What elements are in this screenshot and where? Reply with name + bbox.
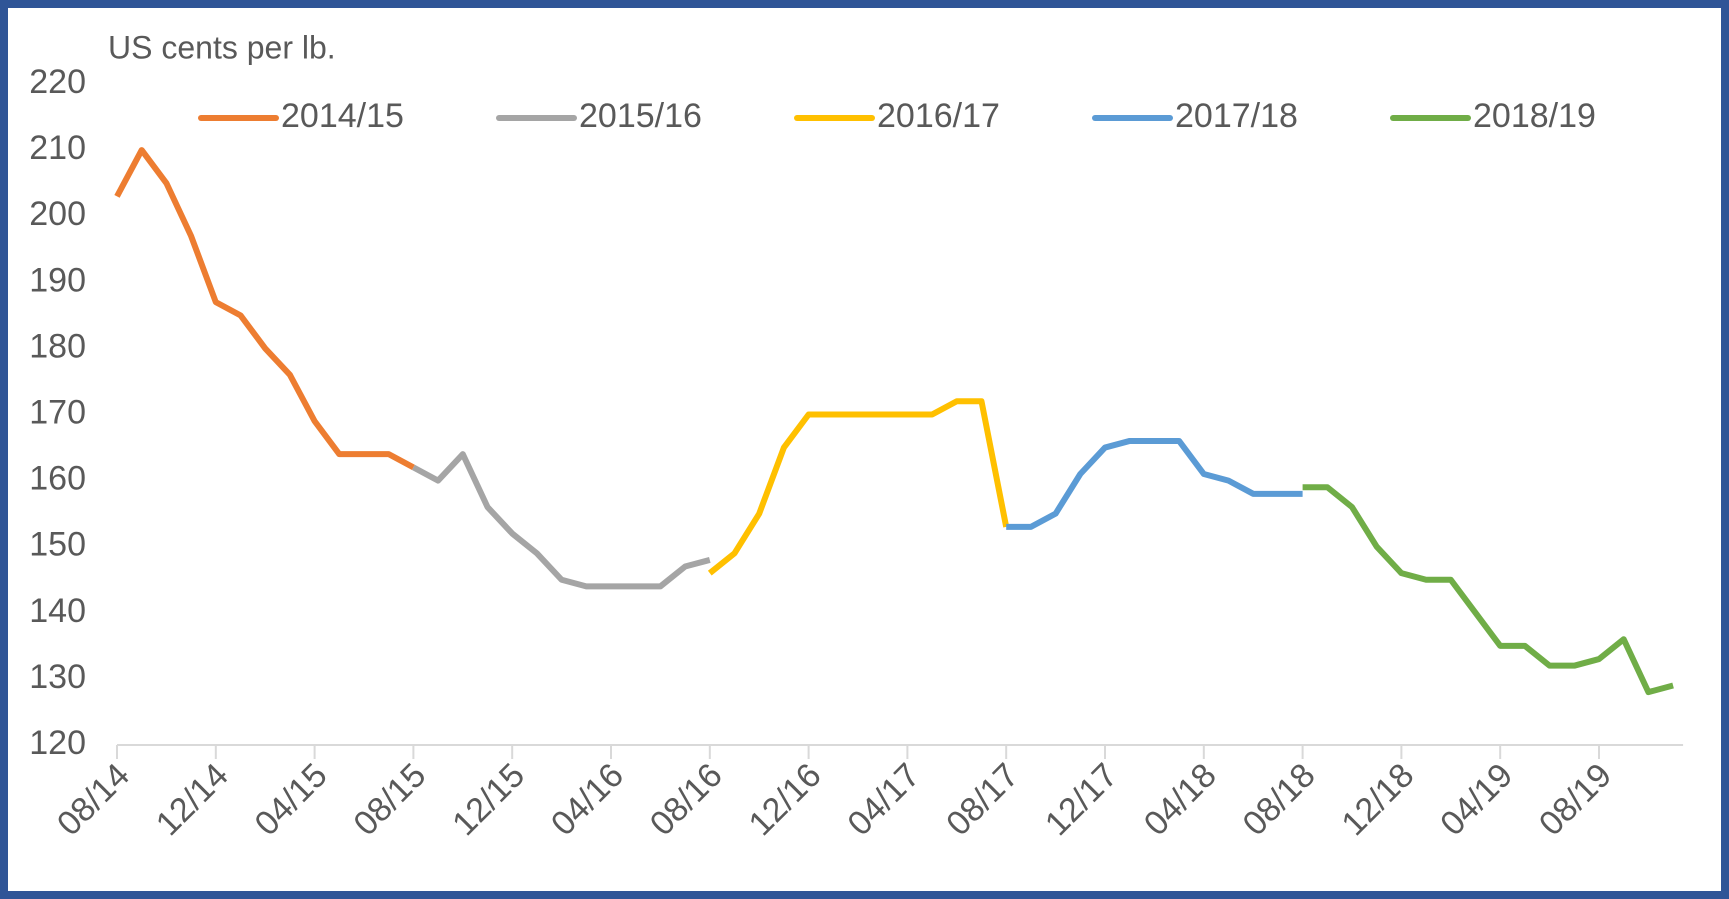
y-tick-label: 190 bbox=[29, 261, 86, 299]
y-tick-label: 120 bbox=[29, 724, 86, 762]
y-tick-label: 200 bbox=[29, 195, 86, 233]
legend-label: 2014/15 bbox=[281, 97, 404, 135]
legend-label: 2017/18 bbox=[1175, 97, 1298, 135]
y-tick-label: 130 bbox=[29, 658, 86, 696]
y-axis-label: US cents per lb. bbox=[108, 29, 336, 65]
series-line bbox=[707, 398, 1010, 576]
legend-label: 2016/17 bbox=[877, 97, 1000, 135]
y-tick-label: 140 bbox=[29, 592, 86, 630]
legend-label: 2018/19 bbox=[1473, 97, 1596, 135]
y-tick-label: 180 bbox=[29, 327, 86, 365]
y-tick-label: 220 bbox=[29, 63, 86, 101]
series-line bbox=[411, 451, 711, 590]
series-line bbox=[1006, 437, 1303, 530]
series-line bbox=[1302, 484, 1674, 696]
series-line bbox=[114, 147, 415, 471]
legend-label: 2015/16 bbox=[579, 97, 702, 135]
y-tick-label: 170 bbox=[29, 393, 86, 431]
y-tick-label: 210 bbox=[29, 129, 86, 167]
y-tick-label: 150 bbox=[29, 526, 86, 564]
y-tick-label: 160 bbox=[29, 460, 86, 498]
